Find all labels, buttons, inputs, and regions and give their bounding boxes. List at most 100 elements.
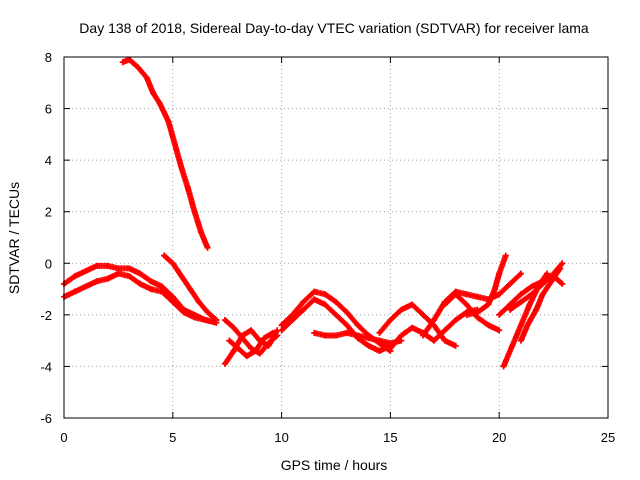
data-point xyxy=(71,273,78,280)
series-trace xyxy=(278,296,394,354)
series-trace-19 xyxy=(517,265,564,344)
data-point xyxy=(387,317,394,324)
data-point xyxy=(343,322,350,329)
data-point xyxy=(178,273,185,280)
data-point xyxy=(507,280,514,287)
data-point xyxy=(398,306,405,313)
data-point xyxy=(548,278,555,285)
data-point xyxy=(289,317,296,324)
plot-frame xyxy=(63,56,609,419)
data-point xyxy=(169,260,176,267)
data-point xyxy=(248,327,255,334)
series-trace-4 xyxy=(161,252,220,324)
data-point xyxy=(376,347,383,354)
data-point xyxy=(485,322,492,329)
series-trace xyxy=(518,265,564,344)
grid xyxy=(64,57,608,418)
data-point xyxy=(365,335,372,342)
data-point xyxy=(509,342,516,349)
x-tick-label: 0 xyxy=(60,430,67,445)
data-point xyxy=(300,306,307,313)
data-point xyxy=(376,337,383,344)
data-point xyxy=(278,327,285,334)
data-point xyxy=(452,291,459,298)
data-point xyxy=(333,298,339,305)
data-point xyxy=(150,90,157,97)
series-trace-10 xyxy=(311,329,405,347)
data-point xyxy=(222,317,229,324)
data-point xyxy=(517,291,524,298)
y-tick-label: 2 xyxy=(45,205,52,220)
data-point xyxy=(300,298,307,305)
series-trace-7 xyxy=(226,329,276,360)
data-point xyxy=(165,118,172,125)
data-point xyxy=(82,268,89,275)
data-point xyxy=(517,298,524,305)
data-point xyxy=(311,288,318,295)
data-point xyxy=(261,335,268,342)
data-point xyxy=(409,324,416,331)
data-point xyxy=(274,332,281,339)
data-point xyxy=(93,262,100,269)
y-tick-label: -4 xyxy=(40,359,52,374)
data-point xyxy=(420,332,427,339)
data-point xyxy=(104,262,111,269)
x-tick-label: 10 xyxy=(274,430,288,445)
data-point xyxy=(202,317,209,324)
data-point xyxy=(226,337,233,344)
data-point xyxy=(269,329,276,336)
series-trace-8 xyxy=(278,288,394,354)
data-point xyxy=(420,311,427,318)
data-point xyxy=(169,298,176,305)
x-axis-label: GPS time / hours xyxy=(281,457,388,473)
data-point xyxy=(500,363,507,370)
data-point xyxy=(441,301,448,308)
data-point xyxy=(169,293,176,300)
data-point xyxy=(158,288,165,295)
x-tick-label: 25 xyxy=(601,430,615,445)
data-point xyxy=(222,360,229,367)
data-point xyxy=(496,311,503,318)
data-point xyxy=(441,337,448,344)
data-point xyxy=(256,350,263,357)
data-point xyxy=(213,317,220,324)
data-point xyxy=(180,309,187,316)
data-point xyxy=(278,322,285,329)
data-point xyxy=(507,306,514,313)
data-point xyxy=(230,324,237,331)
data-point xyxy=(533,306,540,313)
data-point xyxy=(243,353,250,360)
data-point xyxy=(191,314,198,321)
data-point xyxy=(559,260,566,267)
data-point xyxy=(491,286,498,293)
data-point xyxy=(137,280,144,287)
data-point xyxy=(343,309,350,316)
axis-ticks: 0 5 10 15 20 25 -6 -4 -2 0 2 4 6 8 xyxy=(40,50,615,445)
data-point xyxy=(502,252,509,259)
data-point xyxy=(430,317,437,324)
data-point xyxy=(158,283,165,290)
data-point xyxy=(354,332,361,339)
data-point xyxy=(143,74,150,81)
data-point xyxy=(517,270,524,277)
data-point xyxy=(185,185,192,192)
data-point xyxy=(528,291,535,298)
data-point xyxy=(507,301,514,308)
data-point xyxy=(539,280,546,287)
series-trace xyxy=(119,56,211,251)
chart-title: Day 138 of 2018, Sidereal Day-to-day VTE… xyxy=(79,20,589,36)
data-point xyxy=(191,208,198,215)
series-trace-3 xyxy=(61,270,220,326)
data-point xyxy=(474,293,481,300)
y-tick-label: 4 xyxy=(45,153,52,168)
data-point xyxy=(239,335,246,342)
data-point xyxy=(526,301,533,308)
data-point xyxy=(398,332,405,339)
data-point xyxy=(354,322,361,329)
y-axis-label: SDTVAR / TECUs xyxy=(6,182,22,294)
data-point xyxy=(137,270,144,277)
data-point xyxy=(148,286,155,293)
data-point xyxy=(496,291,503,298)
x-tick-label: 15 xyxy=(383,430,397,445)
y-tick-label: 6 xyxy=(45,102,52,117)
